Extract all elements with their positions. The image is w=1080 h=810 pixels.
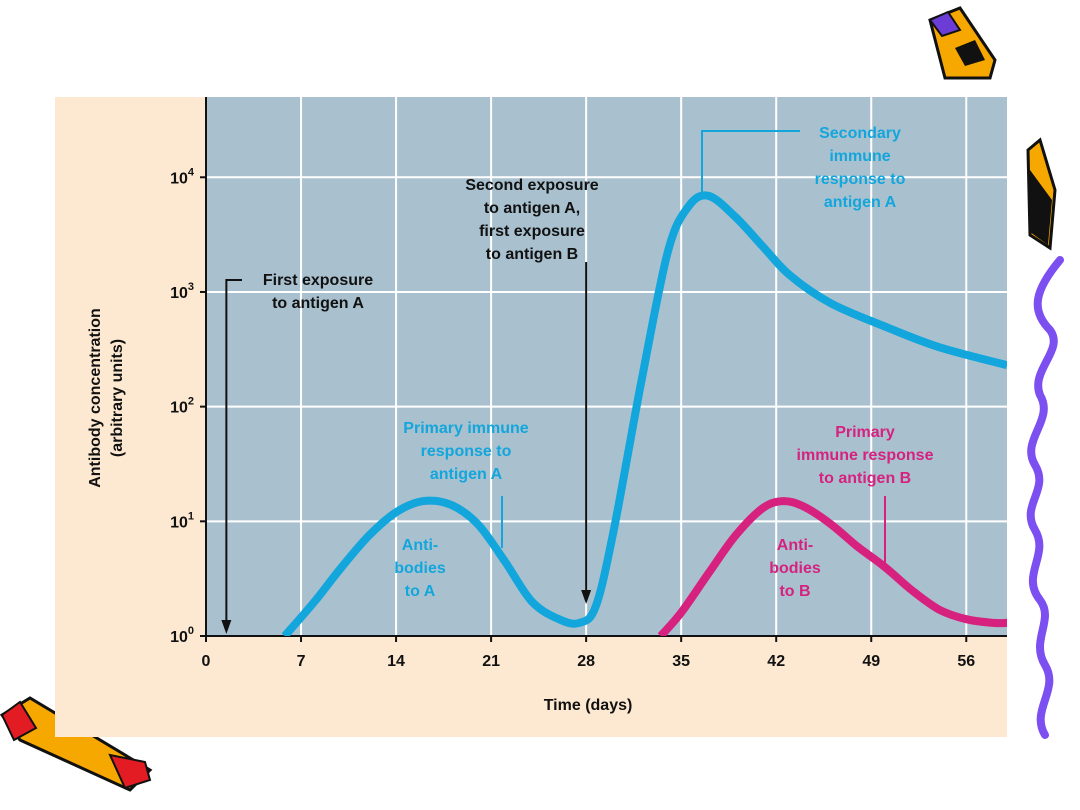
x-tick-label: 28	[577, 653, 595, 670]
secondary-response-leader	[701, 130, 800, 192]
x-axis-label: Time (days)	[544, 697, 633, 714]
x-tick-label: 0	[202, 653, 211, 670]
x-tick-label: 14	[387, 653, 405, 670]
primary-response-a-label-line: response to	[421, 443, 512, 460]
second-exposure-label-line: to antigen A,	[484, 200, 580, 217]
second-exposure-label: Second exposure to antigen A, first exposu…	[465, 177, 598, 263]
second-exposure-label-line: Second exposure	[465, 177, 598, 194]
annotation-labels: First exposure to antigen A Second exposur…	[263, 125, 934, 600]
primary-response-a-label-line: antigen A	[430, 466, 503, 483]
x-tick-label: 35	[672, 653, 690, 670]
x-tick-label: 21	[482, 653, 500, 670]
primary-response-b-label-line: to antigen B	[819, 470, 911, 487]
pencil-clipart-bottom-left	[0, 696, 153, 792]
second-exposure-arrowhead	[581, 590, 592, 604]
series-layer	[281, 191, 1007, 636]
antibodies-a-label-line: to A	[405, 583, 436, 600]
antibodies-b-label-line: Anti-	[777, 537, 813, 554]
pencil-clipart-right	[1026, 137, 1057, 251]
antibodies-a-label-line: Anti-	[402, 537, 438, 554]
pencil-clipart-top-right	[928, 6, 997, 80]
secondary-response-label-line: Secondary	[819, 125, 901, 142]
second-exposure-label-line: to antigen B	[486, 246, 578, 263]
primary-response-a-label: Primary immune response to antigen A	[403, 420, 528, 483]
y-tick-label: 104	[170, 166, 195, 187]
series-line-antibodies-b	[657, 497, 1007, 636]
x-tick-label: 7	[297, 653, 306, 670]
antibodies-a-label-line: bodies	[394, 560, 446, 577]
y-tick-label: 102	[170, 396, 194, 417]
y-tick-labels: 100 101 102 103 104	[170, 166, 206, 646]
antibodies-a-label: Anti-bodies to A	[394, 537, 446, 600]
annotation-lines	[221, 130, 886, 634]
primary-response-a-label-line: Primary immune	[403, 420, 528, 437]
first-exposure-label-line: to antigen A	[272, 295, 364, 312]
primary-response-b-label: Primary immune response to antigen B	[797, 424, 934, 487]
x-tick-label: 56	[957, 653, 975, 670]
primary-response-b-label-line: immune response	[797, 447, 934, 464]
squiggle-line-right	[1026, 256, 1064, 739]
antibodies-b-label-line: bodies	[769, 560, 821, 577]
y-axis-label-line2: (arbitrary units)	[109, 339, 126, 457]
primary-response-b-label-line: Primary	[835, 424, 895, 441]
x-tick-label: 42	[767, 653, 785, 670]
antibodies-b-label-line: to B	[779, 583, 810, 600]
secondary-response-label-line: antigen A	[824, 194, 897, 211]
x-tick-labels: 0 7 14 21 28 35 42 49 56	[202, 636, 975, 670]
first-exposure-label-line: First exposure	[263, 272, 373, 289]
secondary-response-label-line: response to	[815, 171, 906, 188]
series-line-antibodies-a	[281, 191, 1007, 636]
second-exposure-label-line: first exposure	[479, 223, 585, 240]
secondary-response-label-line: immune	[829, 148, 890, 165]
y-tick-label: 100	[170, 625, 194, 646]
first-exposure-label: First exposure to antigen A	[263, 272, 373, 312]
y-axis-label-line1: Antibody concentration	[87, 308, 104, 488]
first-exposure-arrow	[225, 279, 242, 624]
y-tick-label: 103	[170, 281, 194, 302]
first-exposure-arrowhead	[221, 620, 232, 634]
x-tick-label: 49	[862, 653, 880, 670]
y-tick-label: 101	[170, 510, 194, 531]
antibodies-b-label: Anti-bodies to B	[769, 537, 821, 600]
secondary-response-label: Secondary immune response to antigen A	[815, 125, 906, 211]
